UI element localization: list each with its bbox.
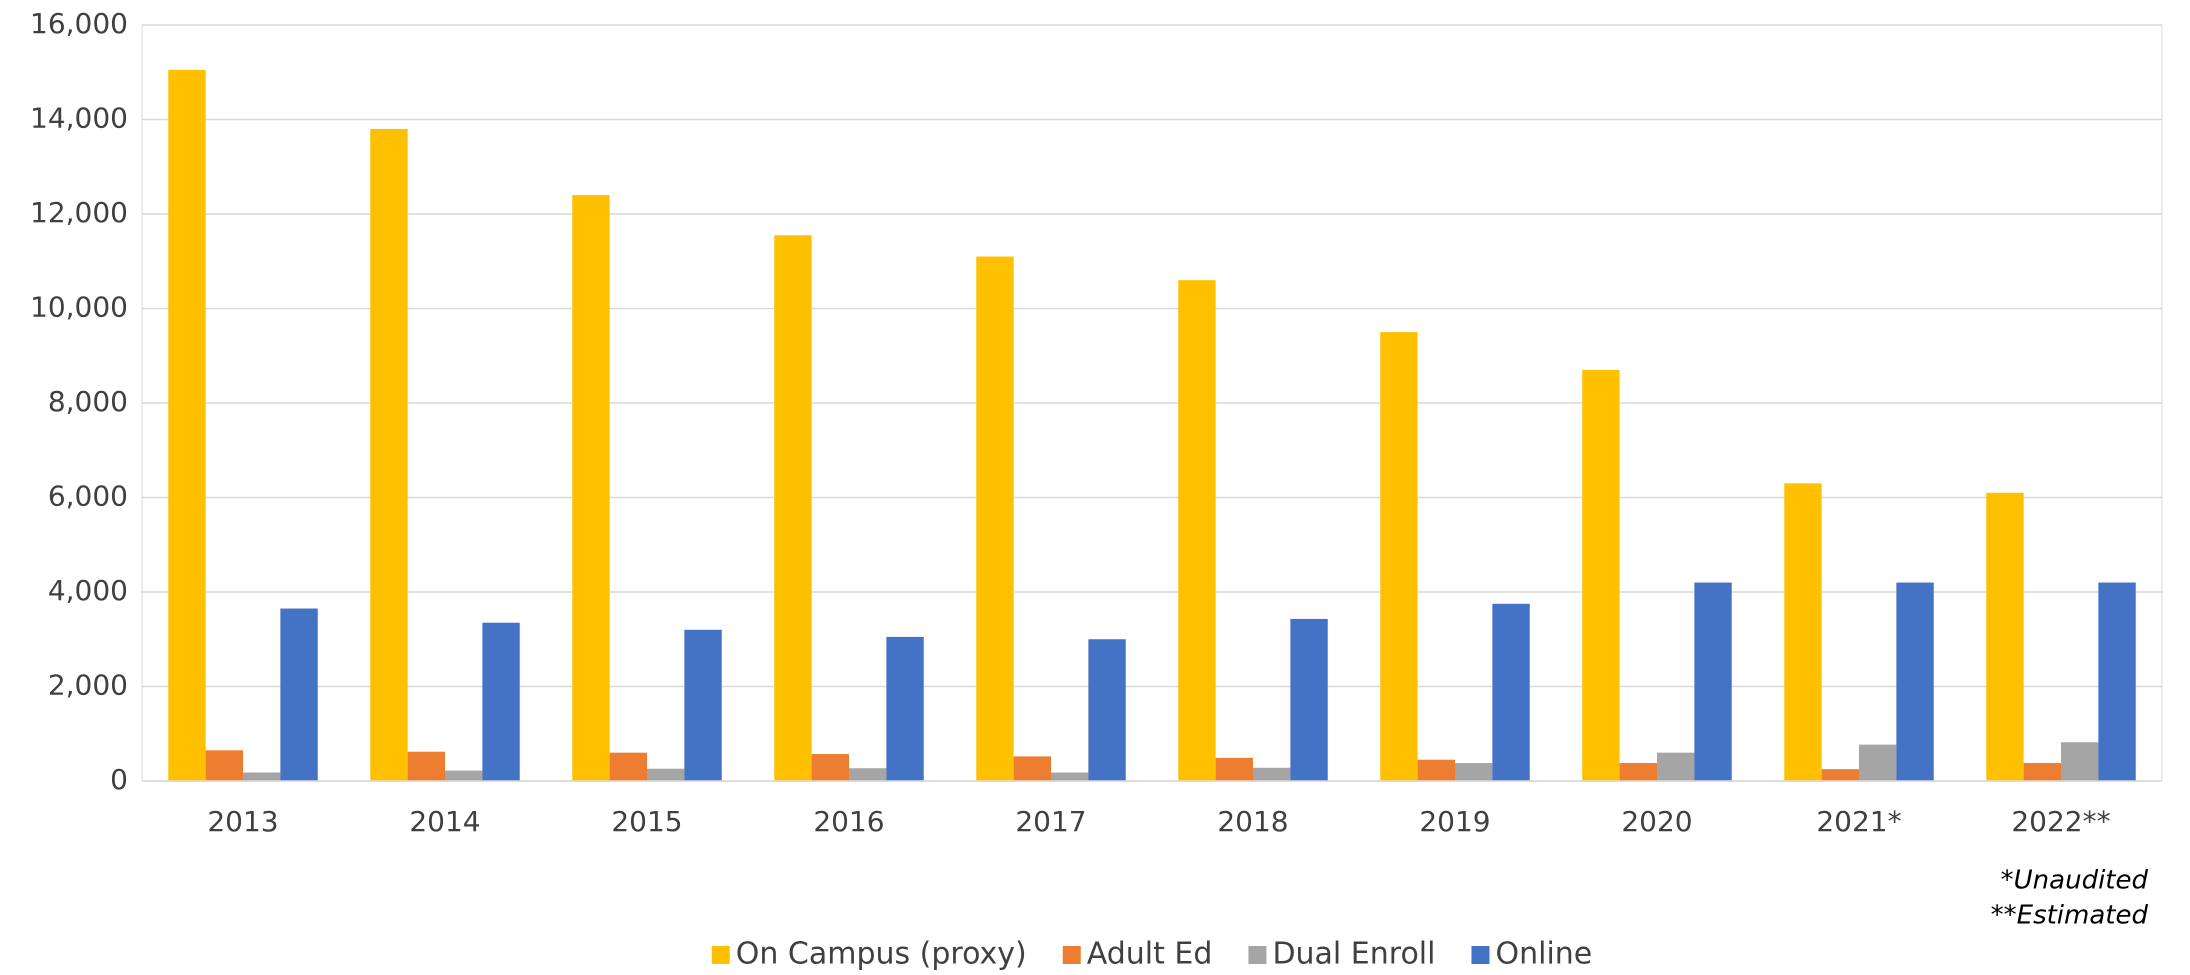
- legend-text: Online: [1495, 937, 1592, 972]
- bar: [1417, 759, 1455, 781]
- bar: [1657, 752, 1695, 781]
- bar: [1986, 492, 2024, 781]
- bar: [445, 770, 483, 781]
- x-tick-label: 2018: [1217, 805, 1288, 838]
- x-tick-label: 2017: [1015, 805, 1086, 838]
- bar: [2098, 582, 2136, 781]
- bar: [1253, 767, 1291, 781]
- bar: [1290, 618, 1328, 781]
- bar: [1051, 772, 1089, 781]
- bar: [1582, 369, 1620, 781]
- x-tick-label: 2015: [611, 805, 682, 838]
- annotation: **Estimated: [1991, 901, 2149, 931]
- y-tick-label: 6,000: [48, 480, 128, 513]
- legend-swatch: [1471, 946, 1490, 964]
- y-tick-label: 10,000: [30, 291, 128, 324]
- bar: [2023, 763, 2061, 781]
- bar: [849, 768, 887, 781]
- bar: [1896, 582, 1934, 781]
- x-tick-label: 2013: [207, 805, 278, 838]
- bar: [774, 235, 812, 781]
- bar: [1619, 763, 1657, 781]
- x-tick-label: 2014: [409, 805, 480, 838]
- y-tick-label: 0: [110, 763, 128, 796]
- bar: [647, 768, 685, 781]
- bar: [1784, 483, 1822, 781]
- y-tick-label: 12,000: [30, 196, 128, 229]
- bar: [168, 69, 206, 781]
- legend-text: Dual Enroll: [1272, 937, 1435, 972]
- legend-swatch: [1248, 946, 1267, 964]
- bar: [1178, 280, 1216, 781]
- bar: [370, 128, 408, 781]
- bar: [572, 195, 610, 782]
- legend-text: Adult Ed: [1087, 937, 1213, 972]
- bar: [1694, 582, 1732, 781]
- y-tick-label: 8,000: [48, 385, 128, 418]
- bar: [811, 754, 849, 781]
- bar: [1380, 332, 1418, 781]
- bar: [976, 256, 1014, 781]
- x-tick-label: 2022**: [2011, 805, 2110, 838]
- bar: [609, 752, 647, 781]
- bar: [243, 772, 281, 781]
- x-tick-label: 2020: [1621, 805, 1692, 838]
- bar: [1088, 639, 1126, 781]
- legend-text: On Campus (proxy): [736, 937, 1027, 972]
- annotation: *Unaudited: [2001, 866, 2149, 896]
- y-tick-label: 2,000: [48, 669, 128, 702]
- bar: [280, 608, 318, 781]
- y-tick-label: 4,000: [48, 574, 128, 607]
- legend-swatch: [711, 946, 730, 964]
- bar: [2061, 742, 2099, 781]
- x-tick-label: 2021*: [1816, 805, 1901, 838]
- y-tick-label: 14,000: [30, 102, 128, 135]
- bar: [407, 751, 445, 781]
- x-tick-label: 2019: [1419, 805, 1490, 838]
- bar: [1821, 769, 1859, 781]
- bar: [1013, 756, 1051, 781]
- bar: [1455, 763, 1493, 781]
- bar: [482, 622, 520, 781]
- bar: [1859, 744, 1897, 781]
- legend-swatch: [1062, 946, 1081, 964]
- bar: [1492, 603, 1530, 781]
- bar: [684, 629, 722, 781]
- y-tick-label: 16,000: [30, 7, 128, 40]
- bar: [1215, 757, 1253, 781]
- bar: [205, 750, 243, 781]
- x-tick-label: 2016: [813, 805, 884, 838]
- bar: [886, 636, 924, 781]
